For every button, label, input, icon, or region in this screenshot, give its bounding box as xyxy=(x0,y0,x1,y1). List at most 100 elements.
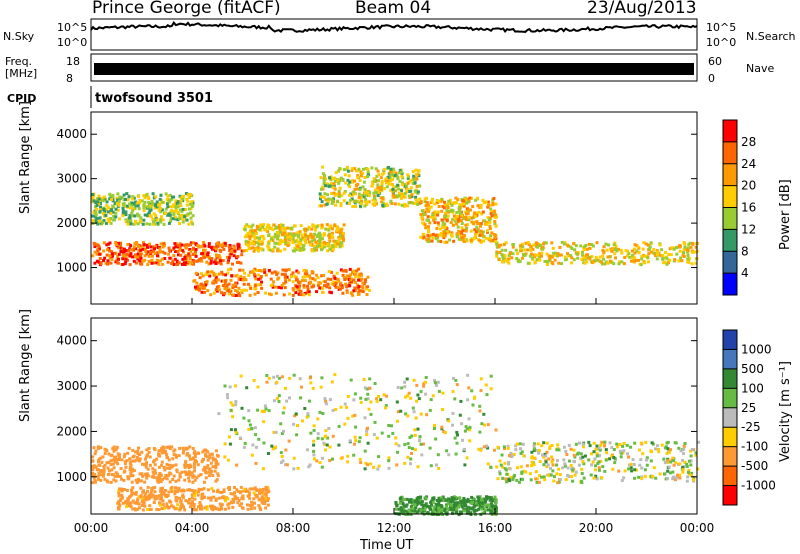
cell-1-2-194 xyxy=(505,480,509,484)
cell-1-1-102 xyxy=(363,416,367,420)
cell-0-4-221 xyxy=(444,215,448,219)
cell-1-0-317 xyxy=(138,459,141,463)
cell-0-5-255 xyxy=(580,257,584,261)
cell-1-4-367 xyxy=(480,498,484,502)
cell-1-3-230 xyxy=(226,503,230,507)
cell-1-1-354 xyxy=(288,376,292,380)
cell-0-6-227 xyxy=(211,281,215,285)
cell-0-5-232 xyxy=(539,254,543,258)
cell-1-4-49 xyxy=(478,506,482,509)
cell-1-3-256 xyxy=(187,501,191,505)
cell-1-1-280 xyxy=(467,386,471,390)
cell-0-6-59 xyxy=(237,286,241,290)
cell-0-5-30 xyxy=(590,255,594,259)
cell-0-1-102 xyxy=(191,201,195,205)
cell-0-6-193 xyxy=(334,285,338,289)
cell-1-3-37 xyxy=(173,492,177,496)
cell-1-4-350 xyxy=(486,503,490,507)
cell-0-0-233 xyxy=(146,250,150,254)
cell-0-2-355 xyxy=(313,246,317,250)
cell-0-3-215 xyxy=(398,168,402,172)
cell-0-0-63 xyxy=(173,257,177,261)
cell-0-6-289 xyxy=(287,268,291,272)
cell-1-2-193 xyxy=(550,444,554,447)
cell-1-4-304 xyxy=(446,501,450,505)
cell-1-1-150 xyxy=(331,434,335,438)
cell-1-3-357 xyxy=(266,497,270,501)
cell-1-1-312 xyxy=(422,442,425,446)
xtick-label-4: 16:00 xyxy=(478,521,513,535)
cell-0-0-303 xyxy=(157,262,161,266)
cell-0-5-190 xyxy=(540,251,544,255)
cell-0-1-122 xyxy=(164,207,168,211)
cell-1-3-295 xyxy=(200,496,204,500)
cell-1-3-68 xyxy=(193,497,197,501)
cell-0-0-347 xyxy=(102,249,106,253)
cell-0-3-360 xyxy=(366,200,369,204)
cell-1-2-117 xyxy=(529,478,533,482)
cpid-label: CPID xyxy=(7,92,37,105)
cell-0-2-318 xyxy=(320,223,324,227)
cell-0-5-160 xyxy=(542,242,545,246)
cell-1-1-139 xyxy=(324,448,327,452)
cell-0-5-266 xyxy=(691,242,695,245)
cell-0-4-77 xyxy=(427,227,430,231)
cell-0-0-21 xyxy=(95,252,99,256)
cell-1-2-240 xyxy=(508,479,512,483)
cell-1-0-209 xyxy=(188,463,192,467)
cell-0-6-335 xyxy=(334,281,338,285)
cell-0-3-54 xyxy=(353,167,357,171)
cell-1-0-340 xyxy=(131,448,135,452)
cell-0-3-32 xyxy=(337,169,341,173)
cell-1-1-201 xyxy=(298,377,302,381)
cell-0-0-252 xyxy=(202,240,206,244)
cell-0-1-250 xyxy=(181,207,185,211)
cell-0-4-258 xyxy=(470,220,474,224)
xtick-label-6: 00:00 xyxy=(680,521,715,535)
cell-0-6-154 xyxy=(344,282,348,286)
cell-0-5-101 xyxy=(530,252,533,256)
cell-0-6-287 xyxy=(269,284,273,287)
cell-0-5-152 xyxy=(574,244,578,248)
cell-0-4-149 xyxy=(445,209,449,213)
cell-0-3-141 xyxy=(347,183,351,187)
cell-0-2-278 xyxy=(247,244,250,247)
cell-1-4-195 xyxy=(445,498,449,502)
cell-0-5-168 xyxy=(585,247,589,251)
cell-0-3-207 xyxy=(319,176,323,180)
cell-0-4-135 xyxy=(479,204,483,207)
cell-1-4-131 xyxy=(477,507,481,511)
cell-0-4-142 xyxy=(451,223,455,227)
cell-0-5-192 xyxy=(607,243,611,247)
cell-0-2-303 xyxy=(326,242,330,246)
cell-1-2-169 xyxy=(573,473,577,477)
cell-1-1-15 xyxy=(417,397,421,401)
cell-0-4-245 xyxy=(432,218,436,222)
cell-0-3-123 xyxy=(379,185,383,189)
cell-1-2-253 xyxy=(610,454,614,458)
cell-1-2-34 xyxy=(535,477,539,481)
cell-1-0-100 xyxy=(109,463,113,466)
cell-1-1-350 xyxy=(292,456,296,460)
cell-0-4-113 xyxy=(443,222,447,226)
cell-0-4-346 xyxy=(450,203,454,207)
cell-1-2-165 xyxy=(682,444,686,448)
cell-0-1-347 xyxy=(174,209,178,212)
cell-1-1-366 xyxy=(373,382,377,385)
cell-0-5-116 xyxy=(602,251,606,255)
cell-0-4-347 xyxy=(441,225,445,229)
cell-1-1-281 xyxy=(368,377,372,381)
cell-0-3-186 xyxy=(401,183,405,187)
cell-1-2-228 xyxy=(672,459,676,463)
cell-1-2-233 xyxy=(611,467,615,471)
cell-1-0-176 xyxy=(102,465,106,469)
cell-1-2-29 xyxy=(538,474,541,478)
cell-0-0-247 xyxy=(99,262,103,266)
cell-0-4-53 xyxy=(470,196,473,200)
cell-0-0-135 xyxy=(172,263,176,266)
cell-0-5-39 xyxy=(495,250,499,254)
cell-0-0-343 xyxy=(142,243,146,247)
cell-1-3-241 xyxy=(134,501,138,505)
cell-0-1-146 xyxy=(124,218,128,222)
cell-1-4-369 xyxy=(419,495,423,499)
